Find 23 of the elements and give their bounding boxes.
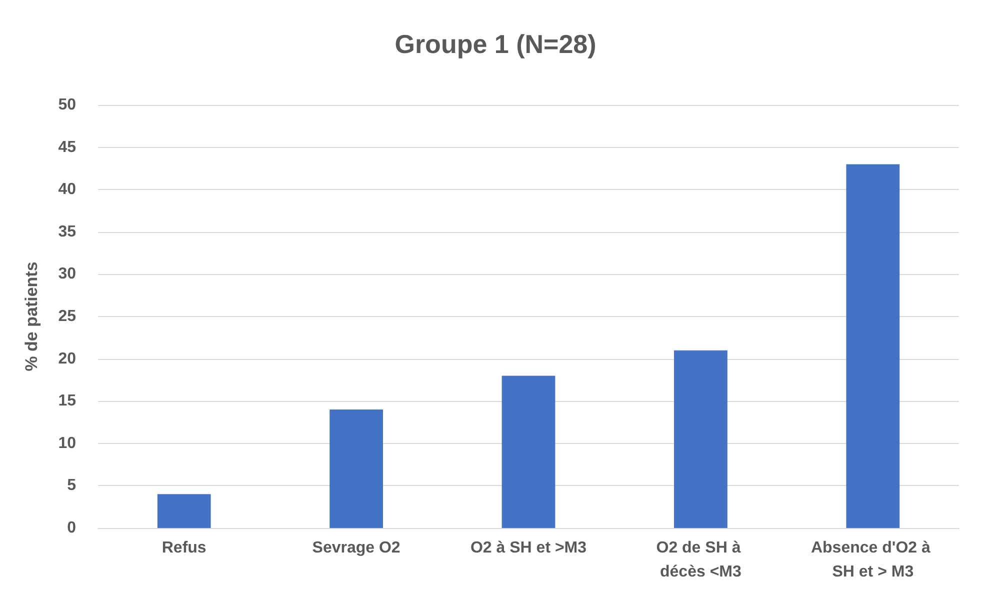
x-tick-label: Absence d'O2 à SH et > M3	[810, 540, 935, 580]
y-tick-label: 5	[67, 477, 76, 494]
y-tick-label: 15	[58, 392, 76, 410]
bar	[157, 494, 211, 528]
bar	[674, 350, 728, 528]
bar	[502, 376, 556, 528]
y-tick-label: 10	[58, 434, 76, 452]
y-tick-label: 45	[58, 138, 76, 156]
chart-title: Groupe 1 (N=28)	[394, 29, 596, 59]
x-tick-label: O2 à SH et >M3	[470, 540, 587, 556]
y-tick-label: 35	[58, 223, 76, 240]
x-tick-label: Refus	[162, 540, 206, 556]
bar	[846, 164, 900, 528]
y-tick-label: 0	[67, 520, 76, 536]
bar	[330, 410, 383, 528]
x-tick-label: Sevrage O2	[312, 540, 400, 556]
y-tick-label: 25	[58, 308, 76, 325]
y-axis-title: % de patients	[22, 262, 41, 372]
y-tick-label: 30	[58, 266, 76, 283]
y-tick-label: 40	[58, 181, 76, 198]
y-tick-label: 50	[58, 96, 76, 114]
x-tick-label: O2 de SH à décès <M3	[656, 540, 746, 580]
y-tick-label: 20	[58, 350, 76, 368]
